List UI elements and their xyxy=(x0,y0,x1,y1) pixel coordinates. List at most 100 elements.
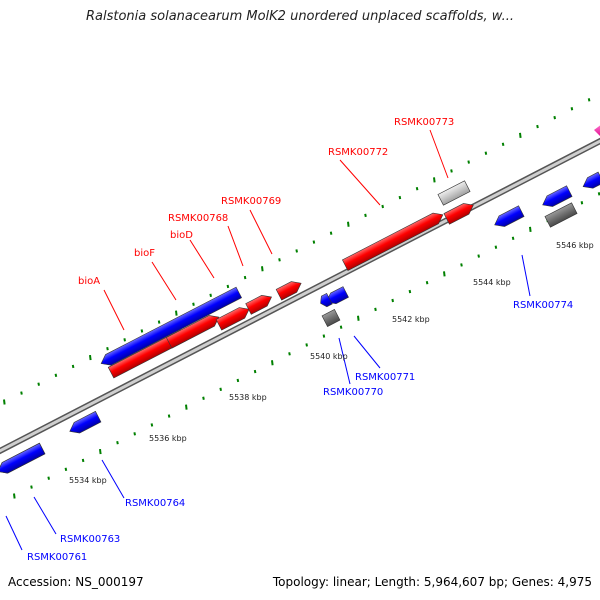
gene-label-bioA[interactable]: bioA xyxy=(78,276,100,287)
lower-tick xyxy=(30,485,33,489)
upper-tick xyxy=(433,177,436,183)
upper-tick xyxy=(209,293,212,298)
upper-tick xyxy=(587,98,591,102)
leader-line xyxy=(103,289,125,331)
leader-line xyxy=(5,515,23,551)
lower-tick xyxy=(322,334,326,338)
upper-tick xyxy=(140,329,144,333)
gene-RSMK00772[interactable] xyxy=(341,209,445,271)
upper-tick xyxy=(54,373,58,378)
gene-label-RSMK00771[interactable]: RSMK00771 xyxy=(355,372,415,383)
gene-bioD[interactable] xyxy=(165,312,221,349)
upper-tick xyxy=(89,354,92,361)
upper-tick xyxy=(192,302,195,306)
leader-line xyxy=(353,335,381,369)
gene-label-RSMK00769[interactable]: RSMK00769 xyxy=(221,196,281,207)
upper-tick xyxy=(175,310,178,316)
gene-RSMK00773[interactable] xyxy=(437,180,471,206)
gene-RSMK00774[interactable] xyxy=(492,205,525,230)
upper-tick xyxy=(536,124,539,129)
upper-tick xyxy=(553,115,556,120)
gene-label-RSMK00774[interactable]: RSMK00774 xyxy=(513,300,573,311)
leader-line xyxy=(339,159,381,206)
leader-line xyxy=(521,254,531,297)
upper-tick xyxy=(243,275,247,280)
lower-tick xyxy=(460,263,463,267)
upper-tick xyxy=(106,346,109,351)
upper-tick xyxy=(519,132,522,139)
gene-label-RSMK00763[interactable]: RSMK00763 xyxy=(60,534,120,545)
gene-label-RSMK00773[interactable]: RSMK00773 xyxy=(394,117,454,128)
upper-tick xyxy=(3,399,6,405)
upper-tick xyxy=(450,169,453,173)
lower-tick xyxy=(288,352,291,356)
gene-RSMK00770-blue[interactable] xyxy=(318,292,333,308)
gene-RSMK00764[interactable] xyxy=(67,410,102,436)
lower-tick xyxy=(580,201,584,205)
gene-label-RSMK00770[interactable]: RSMK00770 xyxy=(323,387,383,398)
sequence-backbone xyxy=(0,137,600,455)
gene-label-RSMK00761[interactable]: RSMK00761 xyxy=(27,552,87,563)
lower-tick xyxy=(425,281,429,285)
upper-tick xyxy=(71,364,75,369)
ruler-label: 5534 kbp xyxy=(69,476,107,485)
gene-RSMK00770[interactable] xyxy=(321,309,341,327)
ruler-label: 5544 kbp xyxy=(473,278,511,287)
lower-tick xyxy=(219,387,222,392)
lower-tick xyxy=(47,476,50,480)
gene-RSMK00768[interactable] xyxy=(215,304,252,331)
gene-bioA[interactable] xyxy=(98,286,243,369)
lower-tick xyxy=(202,396,205,400)
gene-RSMK00774-gray[interactable] xyxy=(544,202,578,228)
lower-tick xyxy=(167,414,171,418)
lower-tick xyxy=(408,289,412,294)
leader-line xyxy=(429,129,449,179)
lower-tick xyxy=(357,315,360,321)
lower-tick xyxy=(339,325,343,329)
upper-tick xyxy=(570,107,574,111)
gene-label-RSMK00772[interactable]: RSMK00772 xyxy=(328,147,388,158)
gene-label-RSMK00768[interactable]: RSMK00768 xyxy=(168,213,228,224)
upper-tick xyxy=(329,231,333,235)
lower-tick xyxy=(597,192,600,196)
upper-tick xyxy=(20,391,23,395)
accession-label: Accession: NS_000197 xyxy=(8,575,144,589)
map-title: Ralstonia solanacearum MolK2 unordered u… xyxy=(85,9,514,24)
gene-RSMK00774-part[interactable] xyxy=(540,185,573,210)
gene-RSMK00761-edge[interactable] xyxy=(580,171,600,192)
lower-tick xyxy=(116,440,119,445)
upper-tick xyxy=(261,266,264,272)
leader-line xyxy=(189,239,215,279)
misc-feature-marker[interactable] xyxy=(594,124,600,138)
lower-tick xyxy=(271,360,274,366)
gene-RSMK00773-part[interactable] xyxy=(443,200,476,225)
gene-RSMK00772-part[interactable] xyxy=(275,278,304,301)
lower-tick xyxy=(391,298,394,303)
lower-tick xyxy=(443,271,446,277)
ruler-label: 5542 kbp xyxy=(392,315,430,324)
lower-tick xyxy=(64,467,68,472)
lower-tick xyxy=(305,343,308,347)
leader-line xyxy=(101,459,125,499)
gene-label-bioD[interactable]: bioD xyxy=(170,230,193,241)
upper-tick xyxy=(364,213,367,218)
upper-tick xyxy=(398,195,402,200)
leader-line xyxy=(151,261,177,301)
label-leader-lines xyxy=(5,129,531,551)
upper-tick xyxy=(295,249,298,253)
ruler-label: 5538 kbp xyxy=(229,393,267,402)
lower-tick xyxy=(13,493,16,499)
gene-label-RSMK00764[interactable]: RSMK00764 xyxy=(125,498,185,509)
gene-RSMK00769[interactable] xyxy=(245,292,275,315)
gene-label-bioF[interactable]: bioF xyxy=(134,248,155,259)
lower-tick xyxy=(511,236,515,240)
upper-tick xyxy=(347,221,350,227)
gene-RSMK00763[interactable] xyxy=(0,442,46,477)
upper-tick xyxy=(157,320,161,324)
lower-tick xyxy=(494,245,498,249)
leader-line xyxy=(338,337,351,385)
ruler-label: 5546 kbp xyxy=(556,241,594,250)
leader-line xyxy=(33,496,57,535)
